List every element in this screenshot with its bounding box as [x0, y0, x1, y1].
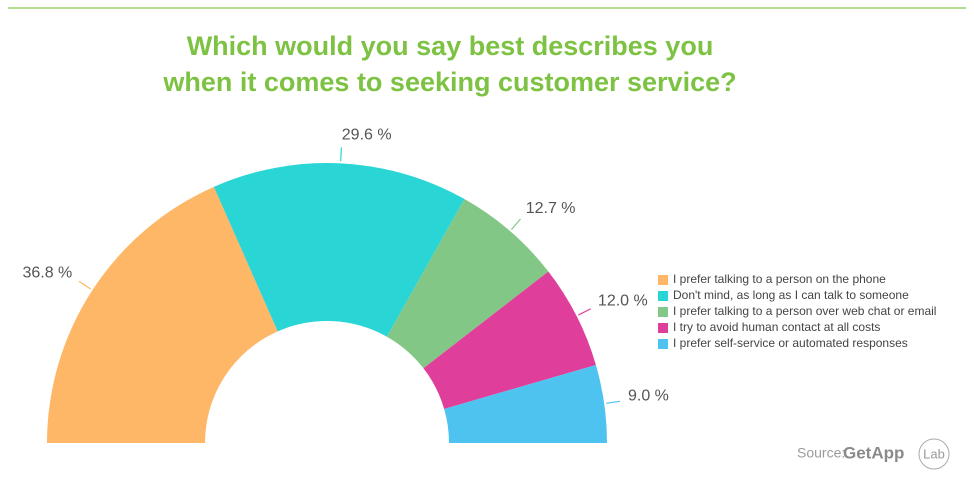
leader-line	[606, 400, 621, 404]
donut-segment	[213, 163, 465, 337]
donut-segment	[444, 364, 607, 443]
legend-swatch	[658, 275, 668, 285]
legend-swatch	[658, 307, 668, 317]
donut-segment	[47, 186, 278, 444]
source-label: Source:	[797, 445, 845, 461]
source-suffix: Lab	[923, 446, 945, 461]
donut-segment	[386, 199, 549, 369]
legend-label: Don't mind, as long as I can talk to som…	[673, 288, 909, 302]
legend-label: I try to avoid human contact at all cost…	[673, 320, 880, 334]
legend-swatch	[658, 323, 668, 333]
leader-line	[578, 308, 592, 316]
value-label: 9.0 %	[628, 387, 669, 404]
legend-swatch	[658, 291, 668, 301]
lab-circle	[918, 438, 950, 470]
source-brand: GetApp	[843, 443, 904, 462]
legend-label: I prefer talking to a person on the phon…	[673, 272, 886, 286]
leader-line	[340, 147, 342, 162]
legend-label: I prefer talking to a person over web ch…	[673, 304, 936, 318]
value-label: 36.8 %	[22, 264, 72, 281]
leader-line	[510, 218, 521, 230]
chart-title: Which would you say best describes you w…	[163, 31, 737, 97]
donut-segment	[423, 271, 596, 409]
value-label: 12.7 %	[526, 200, 576, 217]
leader-line	[78, 280, 92, 290]
value-label: 29.6 %	[342, 127, 392, 144]
value-label: 12.0 %	[598, 292, 648, 309]
legend-swatch	[658, 339, 668, 349]
legend-label: I prefer self-service or automated respo…	[673, 336, 908, 350]
